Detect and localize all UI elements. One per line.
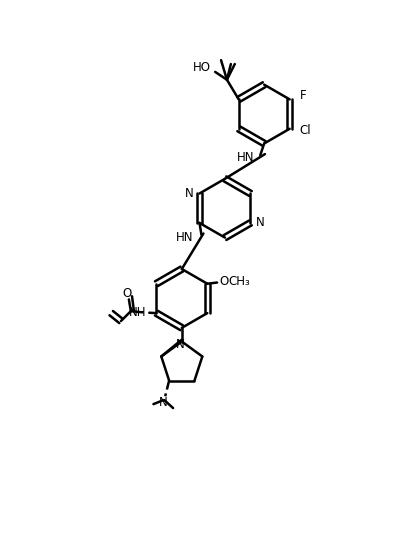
Text: N: N: [176, 338, 185, 351]
Text: N: N: [159, 395, 167, 409]
Text: N: N: [256, 216, 265, 229]
Text: N: N: [185, 187, 194, 200]
Text: HN: HN: [237, 151, 254, 164]
Text: Cl: Cl: [299, 124, 311, 137]
Text: HO: HO: [193, 61, 211, 74]
Text: HN: HN: [176, 231, 194, 244]
Text: F: F: [299, 89, 306, 102]
Text: CH₃: CH₃: [229, 275, 250, 288]
Text: NH: NH: [129, 306, 147, 319]
Text: O: O: [219, 275, 228, 288]
Text: O: O: [122, 287, 132, 300]
